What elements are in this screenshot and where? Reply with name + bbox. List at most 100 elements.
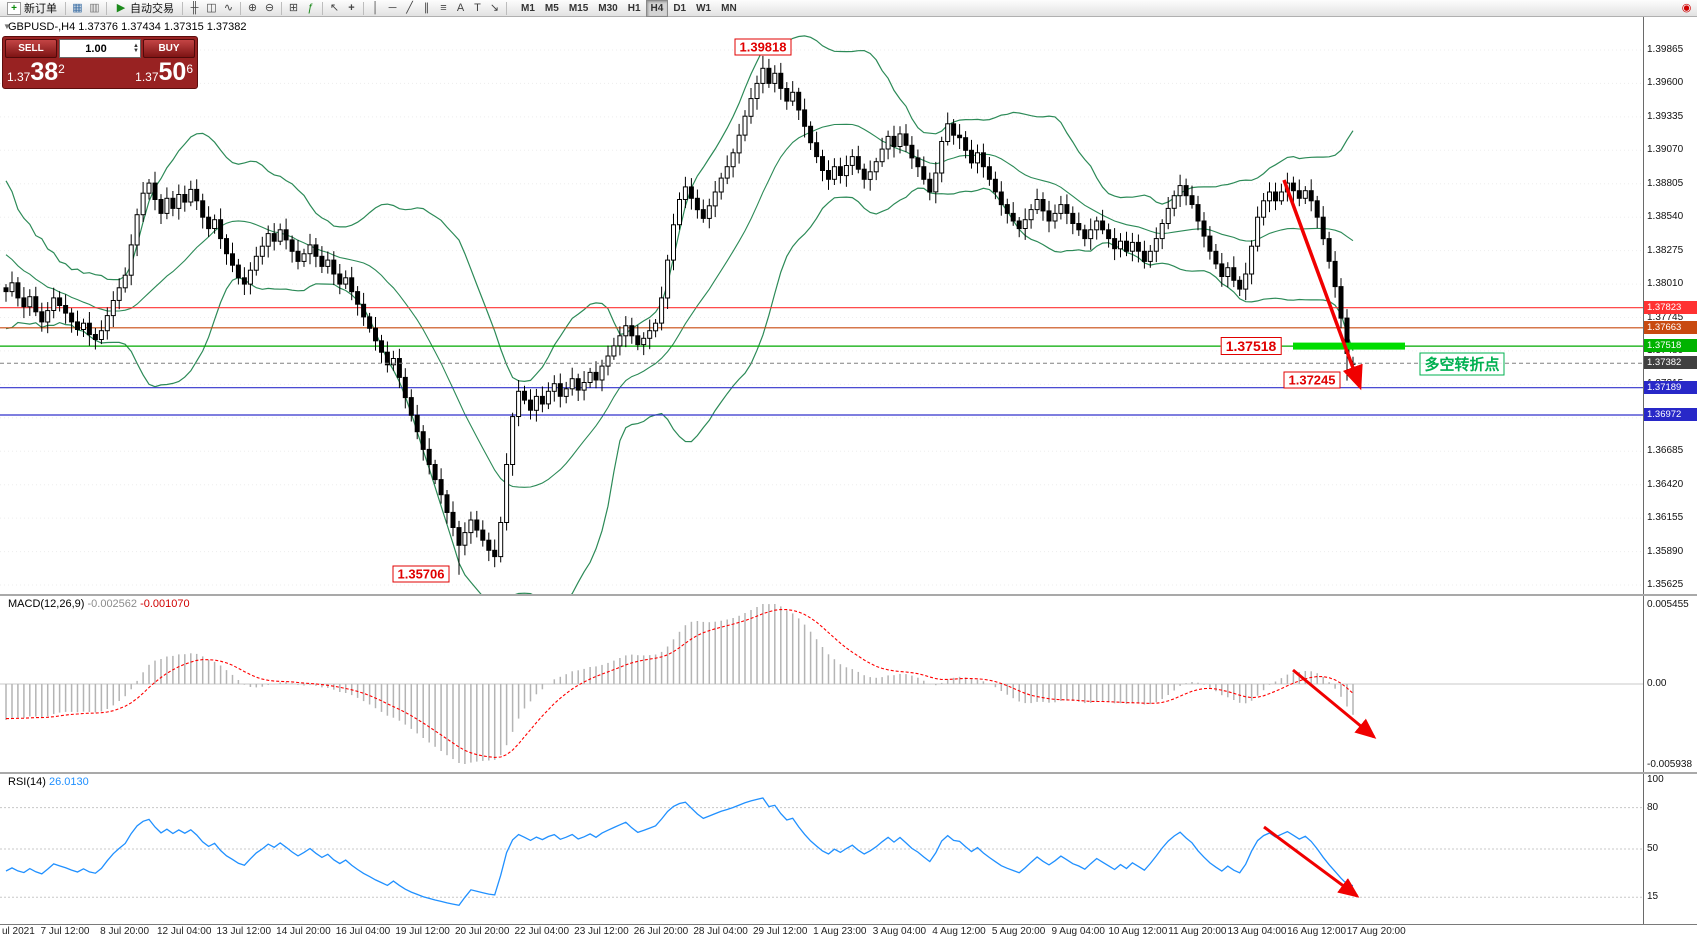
time-axis bbox=[0, 924, 1697, 937]
time-axis-label: 16 Jul 04:00 bbox=[335, 926, 391, 937]
toolbar-separator bbox=[281, 1, 282, 15]
macd-main-value: -0.002562 bbox=[87, 598, 138, 610]
notification-icon[interactable]: ◉ bbox=[1681, 1, 1692, 14]
price-axis-label: 1.39865 bbox=[1647, 44, 1684, 55]
time-axis-label: 4 Aug 12:00 bbox=[932, 926, 986, 937]
horizontal-line-tool-icon[interactable]: ─ bbox=[388, 1, 397, 14]
candlestick-chart-icon[interactable]: ◫ bbox=[206, 1, 217, 14]
fibonacci-tool-icon[interactable]: ≡ bbox=[440, 1, 447, 14]
indicators-icon[interactable]: ƒ bbox=[307, 1, 314, 14]
bar-chart-icon[interactable]: ╫ bbox=[190, 1, 199, 14]
zoom-out-icon[interactable]: ⊖ bbox=[264, 1, 275, 14]
macd-canvas[interactable] bbox=[0, 596, 1643, 772]
volume-down-icon[interactable]: ▼ bbox=[133, 47, 139, 54]
annotation-high-price[interactable]: 1.39818 bbox=[734, 38, 792, 56]
price-axis-label: 1.38805 bbox=[1647, 177, 1684, 189]
volume-up-icon[interactable]: ▲ bbox=[133, 42, 139, 49]
tile-windows-icon[interactable]: ⊞ bbox=[288, 1, 299, 14]
arrows-tool-icon[interactable]: ↘ bbox=[489, 1, 500, 14]
line-chart-icon[interactable]: ∿ bbox=[223, 1, 234, 14]
toolbar-separator bbox=[363, 1, 364, 15]
time-axis-label: 16 Aug 12:00 bbox=[1287, 926, 1347, 937]
label-tool-icon[interactable]: T bbox=[474, 1, 481, 14]
time-axis-label: 20 Jul 20:00 bbox=[454, 926, 510, 937]
time-axis-label: 13 Jul 12:00 bbox=[216, 926, 272, 937]
volume-spinner: ▲ ▼ bbox=[133, 40, 139, 57]
annotation-low-price[interactable]: 1.35706 bbox=[392, 565, 450, 583]
timeframe-M1[interactable]: M1 bbox=[521, 2, 535, 14]
rsi-axis-label: 15 bbox=[1647, 891, 1659, 903]
cursor-icon[interactable]: ↖ bbox=[329, 1, 340, 14]
channel-tool-icon[interactable]: ∥ bbox=[423, 1, 430, 14]
auto-trading-button[interactable]: ▶ 自动交易 bbox=[110, 1, 179, 16]
line-price-label: 1.36972 bbox=[1644, 408, 1697, 422]
time-axis-label: 12 Jul 04:00 bbox=[156, 926, 212, 937]
time-axis-label: 26 Jul 20:00 bbox=[633, 926, 689, 937]
time-axis-label: ul 2021 bbox=[2, 926, 35, 937]
vertical-line-tool-icon[interactable]: │ bbox=[372, 1, 379, 14]
time-axis-label: 19 Jul 12:00 bbox=[395, 926, 450, 937]
panel-divider[interactable] bbox=[0, 594, 1697, 596]
line-price-label: 1.37518 bbox=[1644, 339, 1697, 353]
time-axis-label: 14 Jul 20:00 bbox=[276, 926, 331, 937]
panel-divider[interactable] bbox=[0, 772, 1697, 774]
price-axis-label: 1.38275 bbox=[1647, 244, 1684, 256]
timeframe-H4[interactable]: H4 bbox=[645, 0, 669, 17]
time-axis-label: 9 Aug 04:00 bbox=[1051, 926, 1105, 937]
oneclick-collapse-icon[interactable]: ▼ bbox=[3, 22, 11, 31]
price-axis-label: 1.35625 bbox=[1647, 579, 1684, 590]
toolbar-separator bbox=[322, 1, 323, 15]
price-axis-label: 1.36420 bbox=[1647, 478, 1684, 490]
rsi-canvas[interactable] bbox=[0, 774, 1643, 924]
price-axis-label: 1.39335 bbox=[1647, 110, 1684, 122]
timeframe-W1[interactable]: W1 bbox=[696, 2, 712, 14]
timeframe-toolbar: M1 M5 M15 M30 H1 H4 D1 W1 MN bbox=[516, 0, 742, 17]
bid-big-digits: 38 bbox=[30, 58, 59, 86]
ask-big-digits: 50 bbox=[158, 58, 187, 86]
volume-input[interactable] bbox=[60, 41, 140, 56]
new-order-button[interactable]: + 新订单 bbox=[2, 1, 62, 16]
zoom-in-icon[interactable]: ⊕ bbox=[247, 1, 258, 14]
toolbar-separator bbox=[106, 1, 107, 15]
time-axis-label: 5 Aug 20:00 bbox=[991, 926, 1046, 937]
annotation-support-price[interactable]: 1.37518 bbox=[1220, 337, 1282, 355]
time-axis-label: 17 Aug 20:00 bbox=[1346, 926, 1406, 937]
new-order-label: 新订单 bbox=[24, 3, 57, 15]
text-tool-icon[interactable]: A bbox=[456, 1, 465, 14]
crosshair-icon[interactable]: + bbox=[348, 1, 355, 14]
time-axis-label: 29 Jul 12:00 bbox=[752, 926, 808, 937]
timeframe-MN[interactable]: MN bbox=[721, 2, 737, 14]
sell-button[interactable]: SELL bbox=[5, 39, 57, 58]
price-axis-label: 1.39070 bbox=[1647, 144, 1684, 156]
macd-name: MACD(12,26,9) bbox=[8, 598, 85, 610]
annotation-swing-low-price[interactable]: 1.37245 bbox=[1283, 371, 1341, 389]
profiles-icon[interactable]: ▥ bbox=[89, 1, 100, 14]
annotation-turning-point-note[interactable]: 多空转折点 bbox=[1419, 352, 1505, 376]
timeframe-M5[interactable]: M5 bbox=[544, 2, 559, 14]
main-toolbar: + 新订单 ▦ ▥ ▶ 自动交易 ╫ ◫ ∿ ⊕ ⊖ ⊞ ƒ ↖ + │ ─ ╱… bbox=[0, 0, 1697, 17]
rsi-axis-label: 100 bbox=[1647, 774, 1664, 785]
buy-button[interactable]: BUY bbox=[143, 39, 195, 58]
toolbar-separator bbox=[240, 1, 241, 15]
time-axis-label: 11 Aug 20:00 bbox=[1168, 926, 1227, 937]
time-axis-label: 3 Aug 04:00 bbox=[872, 926, 927, 937]
timeframe-D1[interactable]: D1 bbox=[673, 2, 687, 14]
trendline-tool-icon[interactable]: ╱ bbox=[406, 1, 413, 14]
chart-window-icon[interactable]: ▦ bbox=[72, 1, 83, 14]
ask-price: 1.37 50 6 bbox=[135, 60, 193, 85]
price-axis-label: 1.37745 bbox=[1647, 311, 1684, 323]
chart-canvas[interactable] bbox=[0, 17, 1643, 594]
price-axis-label: 1.39600 bbox=[1647, 77, 1684, 89]
timeframe-M30[interactable]: M30 bbox=[598, 2, 618, 14]
time-axis-label: 22 Jul 04:00 bbox=[514, 926, 570, 937]
toolbar-separator bbox=[65, 1, 66, 15]
timeframe-H1[interactable]: H1 bbox=[627, 2, 641, 14]
price-axis-label: 1.36685 bbox=[1647, 445, 1684, 457]
new-order-icon: + bbox=[7, 1, 21, 15]
rsi-value: 26.0130 bbox=[48, 776, 89, 788]
bid-prefix: 1.37 bbox=[7, 70, 31, 84]
toolbar-separator bbox=[506, 1, 507, 15]
price-axis-label: 1.35890 bbox=[1647, 545, 1684, 557]
timeframe-M15[interactable]: M15 bbox=[568, 2, 589, 14]
